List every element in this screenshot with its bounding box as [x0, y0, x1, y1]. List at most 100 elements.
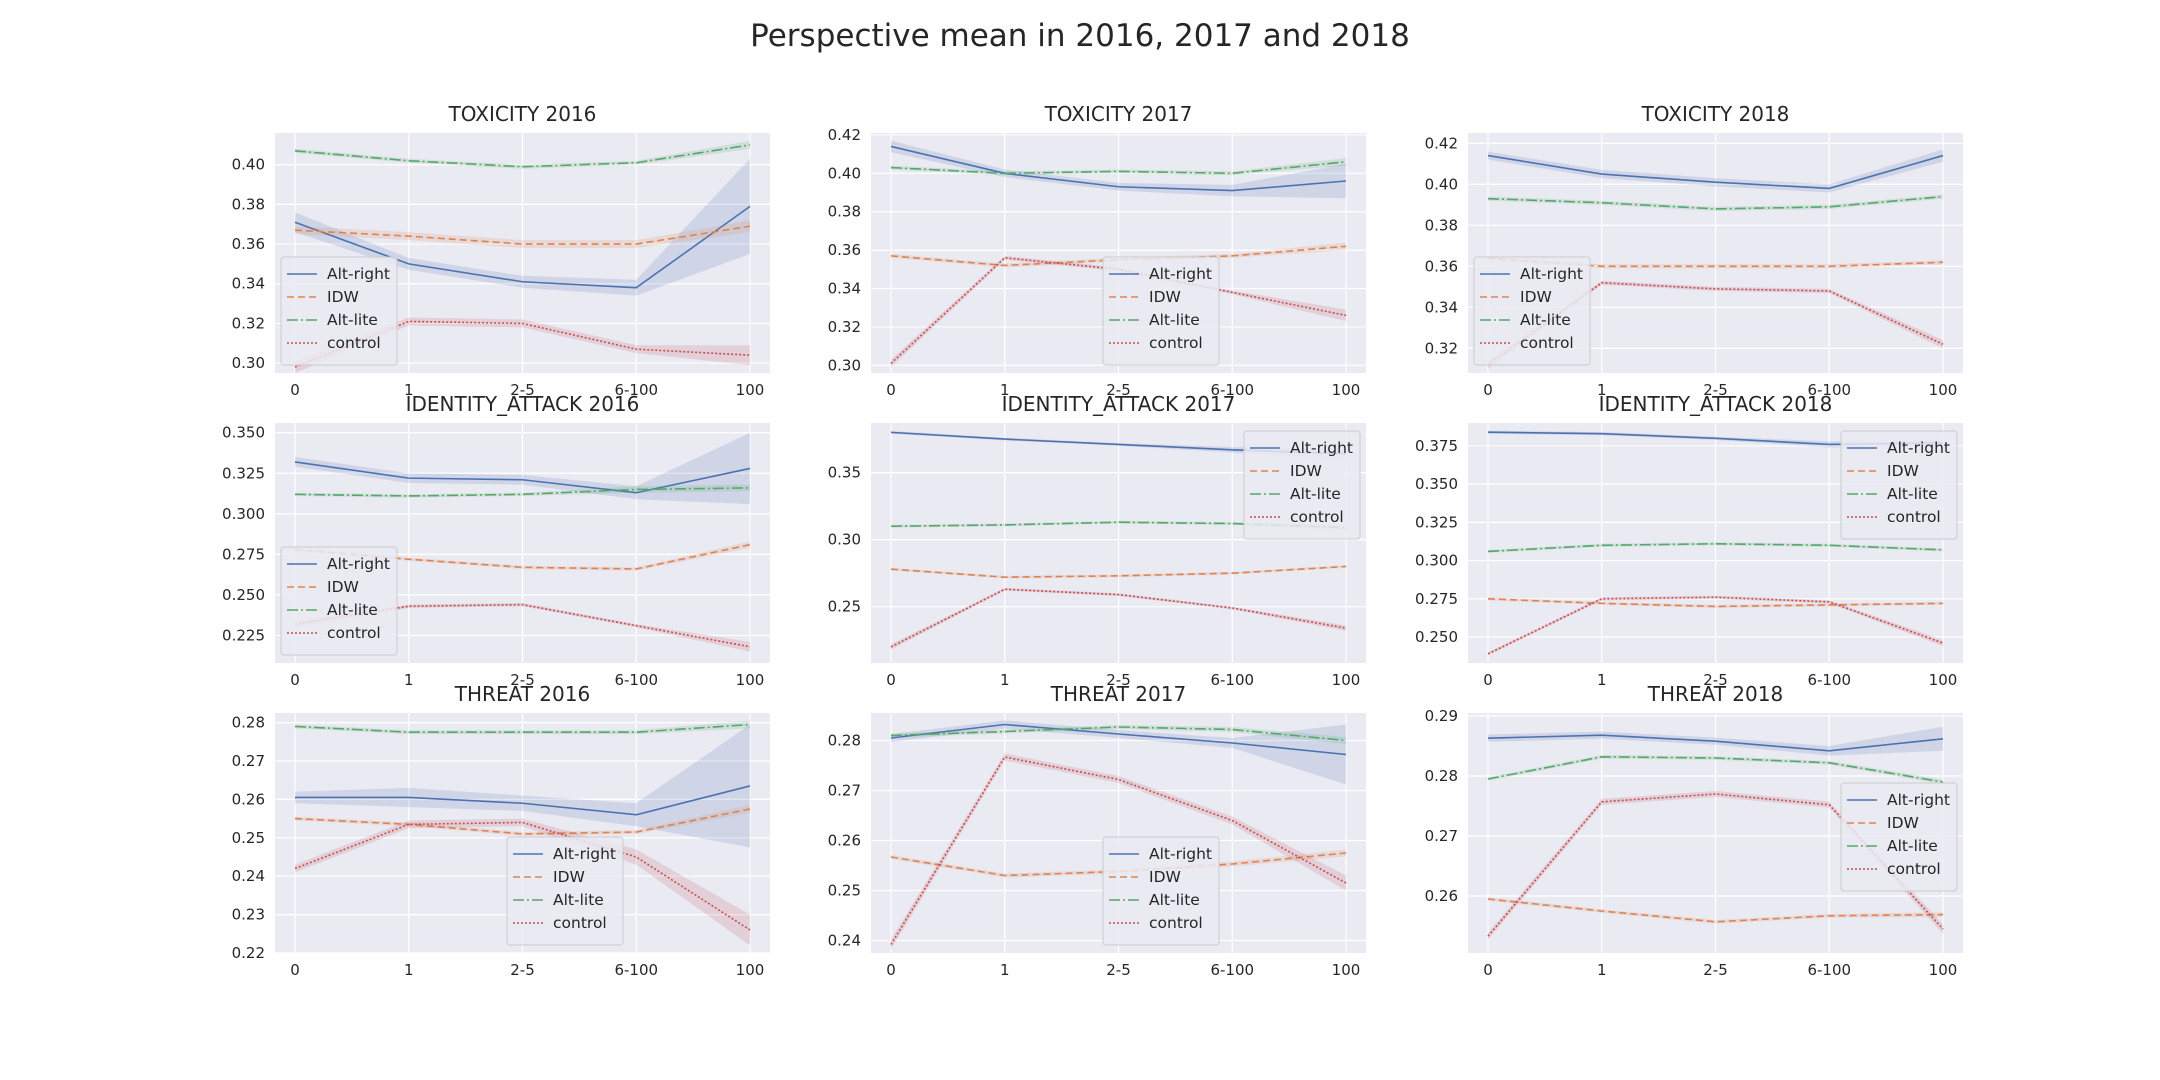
series-line-idw — [294, 225, 751, 245]
y-tick-label: 0.25 — [232, 829, 265, 847]
legend: Alt-right IDW Alt-lite control — [1473, 256, 1591, 366]
legend-label: Alt-right — [1149, 265, 1212, 283]
y-tick-label: 0.275 — [1415, 590, 1458, 608]
x-tick-label: 2-5 — [1106, 671, 1131, 689]
series-line-idw — [1487, 597, 1944, 608]
legend-box — [1102, 256, 1220, 366]
x-tick-label: 2-5 — [1703, 961, 1728, 979]
series-line-idw — [1487, 257, 1944, 268]
series-line-alt-lite — [1487, 755, 1944, 783]
confidence-band-alt-lite — [891, 725, 1346, 744]
legend-label: control — [1887, 860, 1941, 878]
legend-label: Alt-right — [1887, 439, 1950, 457]
confidence-band-idw — [1488, 897, 1943, 924]
y-tick-label: 0.300 — [1415, 552, 1458, 570]
y-tick-label: 0.325 — [1415, 513, 1458, 531]
y-tick-label: 0.36 — [828, 241, 861, 259]
legend-label: IDW — [1887, 814, 1919, 832]
x-tick-label: 100 — [1332, 671, 1361, 689]
x-tick-label: 1 — [1000, 381, 1010, 399]
confidence-band-idw — [891, 242, 1346, 268]
confidence-band-alt-lite — [295, 484, 750, 498]
confidence-band-alt-lite — [295, 140, 750, 169]
panel-identity-attack-2016: 0.225 0.250 0.275 0.300 0.325 0.350 0 1 2-5 6-100… — [222, 392, 770, 689]
confidence-band-alt-right — [295, 432, 750, 505]
confidence-band-alt-lite — [1488, 194, 1943, 211]
panel-threat-2016: 0.22 0.23 0.24 0.25 0.26 0.27 0.28 0 1 2-5 6-100 10… — [232, 682, 770, 979]
y-tick-label: 0.32 — [1425, 339, 1458, 357]
legend-label: control — [327, 624, 381, 642]
x-tick-label: 1 — [1597, 671, 1607, 689]
x-tick-label: 6-100 — [614, 671, 658, 689]
confidence-band-idw — [1488, 256, 1943, 269]
y-tick-label: 0.30 — [232, 354, 265, 372]
y-tick-label: 0.40 — [828, 164, 861, 182]
confidence-band-alt-lite — [295, 720, 750, 735]
legend: Alt-right IDW Alt-lite control — [1243, 430, 1361, 540]
legend: Alt-right IDW Alt-lite control — [1102, 836, 1220, 946]
y-tick-label: 0.38 — [828, 203, 861, 221]
series-line-idw — [890, 245, 1347, 267]
legend-label: control — [553, 914, 607, 932]
confidence-band-alt-right — [295, 158, 750, 296]
legend-label: Alt-right — [1149, 845, 1212, 863]
figure-title: Perspective mean in 2016, 2017 and 2018 — [750, 18, 1410, 54]
x-tick-label: 6-100 — [1807, 671, 1851, 689]
legend-label: IDW — [1520, 288, 1552, 306]
panel-title: THREAT 2018 — [1647, 682, 1783, 706]
legend-box — [1840, 782, 1958, 892]
series-line-alt-right — [1487, 154, 1944, 190]
y-tick-label: 0.38 — [232, 195, 265, 213]
series-line-control — [1487, 596, 1944, 655]
x-tick-label: 100 — [736, 961, 765, 979]
x-tick-label: 100 — [736, 381, 765, 399]
legend-label: IDW — [1290, 462, 1322, 480]
legend-label: control — [1520, 334, 1574, 352]
y-tick-label: 0.26 — [828, 832, 861, 850]
y-tick-label: 0.250 — [222, 586, 265, 604]
y-tick-label: 0.22 — [232, 944, 265, 962]
y-tick-label: 0.30 — [828, 356, 861, 374]
panel-threat-2018: 0.26 0.27 0.28 0.29 0 1 2-5 6-100 100 THREAT 2018… — [1425, 682, 1963, 979]
panel-toxicity-2017: 0.30 0.32 0.34 0.36 0.38 0.40 0.42 0 1 2-5 6-100 10… — [828, 102, 1366, 399]
y-tick-label: 0.36 — [1425, 257, 1458, 275]
x-tick-label: 1 — [1597, 381, 1607, 399]
x-tick-label: 0 — [290, 381, 300, 399]
panel-title: TOXICITY 2018 — [1641, 102, 1790, 126]
confidence-band-control — [295, 317, 750, 373]
x-tick-label: 1 — [1000, 671, 1010, 689]
legend-box — [280, 546, 398, 656]
confidence-band-alt-lite — [1488, 542, 1943, 553]
y-tick-label: 0.325 — [222, 464, 265, 482]
y-tick-label: 0.38 — [1425, 216, 1458, 234]
y-tick-label: 0.36 — [232, 235, 265, 253]
confidence-band-idw — [295, 220, 750, 249]
y-tick-label: 0.34 — [1425, 298, 1458, 316]
legend-label: Alt-lite — [1149, 311, 1200, 329]
confidence-band-alt-right — [295, 724, 750, 848]
x-tick-label: 6-100 — [1210, 671, 1254, 689]
x-tick-label: 1 — [1597, 961, 1607, 979]
x-tick-label: 1 — [404, 381, 414, 399]
y-tick-label: 0.300 — [222, 505, 265, 523]
series-line-control — [294, 821, 751, 931]
legend-box — [280, 256, 398, 366]
panel-title: IDENTITY_ATTACK 2017 — [1002, 392, 1236, 416]
series-line-idw — [294, 543, 751, 570]
panel-title: THREAT 2016 — [454, 682, 590, 706]
series-line-idw — [890, 565, 1347, 578]
legend-box — [1102, 836, 1220, 946]
x-tick-label: 6-100 — [614, 381, 658, 399]
series-line-alt-right — [294, 461, 751, 494]
y-tick-label: 0.26 — [232, 790, 265, 808]
x-tick-label: 1 — [404, 961, 414, 979]
y-tick-label: 0.375 — [1415, 437, 1458, 455]
x-tick-label: 2-5 — [510, 671, 535, 689]
x-tick-label: 6-100 — [1807, 961, 1851, 979]
legend-label: IDW — [1149, 288, 1181, 306]
x-tick-label: 1 — [404, 671, 414, 689]
series-group — [1487, 430, 1944, 656]
subplot-grid: 0.30 0.32 0.34 0.36 0.38 0.40 0 1 2-5 6-100 100 TOX… — [222, 102, 1963, 979]
legend-label: Alt-lite — [1149, 891, 1200, 909]
legend: Alt-right IDW Alt-lite control — [280, 256, 398, 366]
